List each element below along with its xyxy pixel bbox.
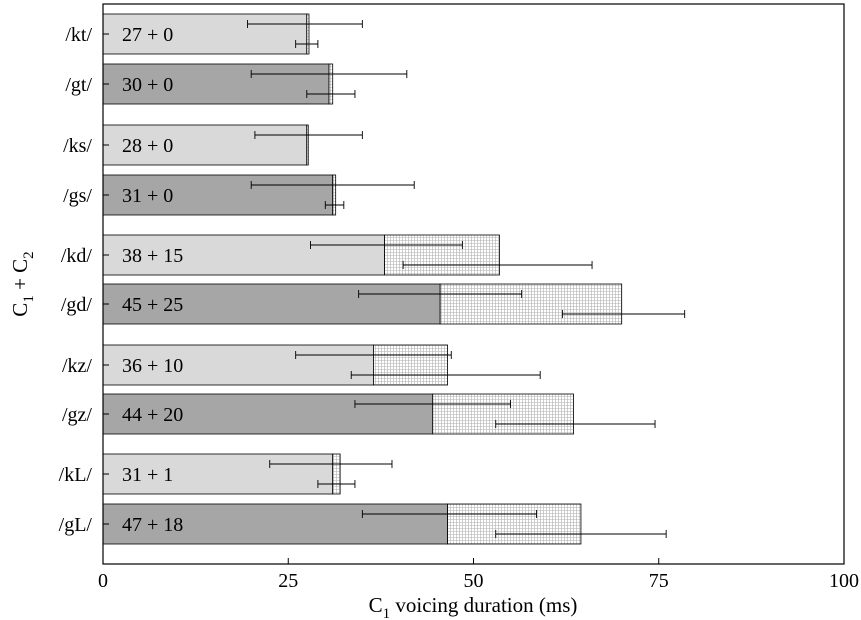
y-tick-label-3: /gs/ xyxy=(63,185,92,207)
bar-c1-6 xyxy=(102,344,374,386)
bar-c1-4 xyxy=(102,234,385,276)
y-tick-label-9: /gL/ xyxy=(59,514,93,536)
y-tick-label-2: /ks/ xyxy=(63,135,92,157)
y-tick-label-8: /kL/ xyxy=(59,464,93,486)
bar-label-1: 30 + 0 xyxy=(122,74,173,96)
x-tick-label-4: 100 xyxy=(829,570,859,592)
y-tick-label-7: /gz/ xyxy=(62,404,92,426)
bar-c1-2 xyxy=(102,124,308,166)
bar-label-2: 28 + 0 xyxy=(122,135,173,157)
x-axis-label: C1 voicing duration (ms) xyxy=(369,593,578,620)
bar-c2-8 xyxy=(332,453,341,495)
x-tick-label-2: 50 xyxy=(464,570,484,592)
y-tick-label-1: /gt/ xyxy=(65,74,92,96)
bar-c1-1 xyxy=(102,63,330,105)
bar-c1-9 xyxy=(102,503,448,545)
bar-label-8: 31 + 1 xyxy=(122,464,173,486)
bar-label-5: 45 + 25 xyxy=(122,294,183,316)
bar-c2-7 xyxy=(432,393,574,435)
x-tick-label-1: 25 xyxy=(278,570,298,592)
y-tick-label-6: /kz/ xyxy=(62,355,92,377)
bar-c1-0 xyxy=(102,13,308,55)
plot-frame xyxy=(102,3,845,565)
bar-c2-6 xyxy=(373,344,448,386)
bar-label-6: 36 + 10 xyxy=(122,355,183,377)
bar-c2-0 xyxy=(306,13,310,55)
x-tick-label-0: 0 xyxy=(98,570,108,592)
y-tick-label-4: /kd/ xyxy=(61,245,93,267)
bar-c2-3 xyxy=(332,174,337,216)
bar-c2-5 xyxy=(439,283,623,325)
bar-c1-3 xyxy=(102,174,334,216)
bar-c2-4 xyxy=(384,234,500,276)
bar-label-7: 44 + 20 xyxy=(122,404,183,426)
y-tick-label-5: /gd/ xyxy=(61,294,93,316)
bar-c1-5 xyxy=(102,283,441,325)
bar-c2-9 xyxy=(447,503,582,545)
y-axis-label: C1 + C2 xyxy=(8,251,37,316)
y-tick-label-0: /kt/ xyxy=(65,24,92,46)
bar-label-0: 27 + 0 xyxy=(122,24,173,46)
bar-c2-1 xyxy=(328,63,334,105)
bar-label-9: 47 + 18 xyxy=(122,514,183,536)
bar-label-4: 38 + 15 xyxy=(122,245,183,267)
bar-c2-2 xyxy=(306,124,309,166)
x-tick-label-3: 75 xyxy=(649,570,669,592)
bar-label-3: 31 + 0 xyxy=(122,185,173,207)
